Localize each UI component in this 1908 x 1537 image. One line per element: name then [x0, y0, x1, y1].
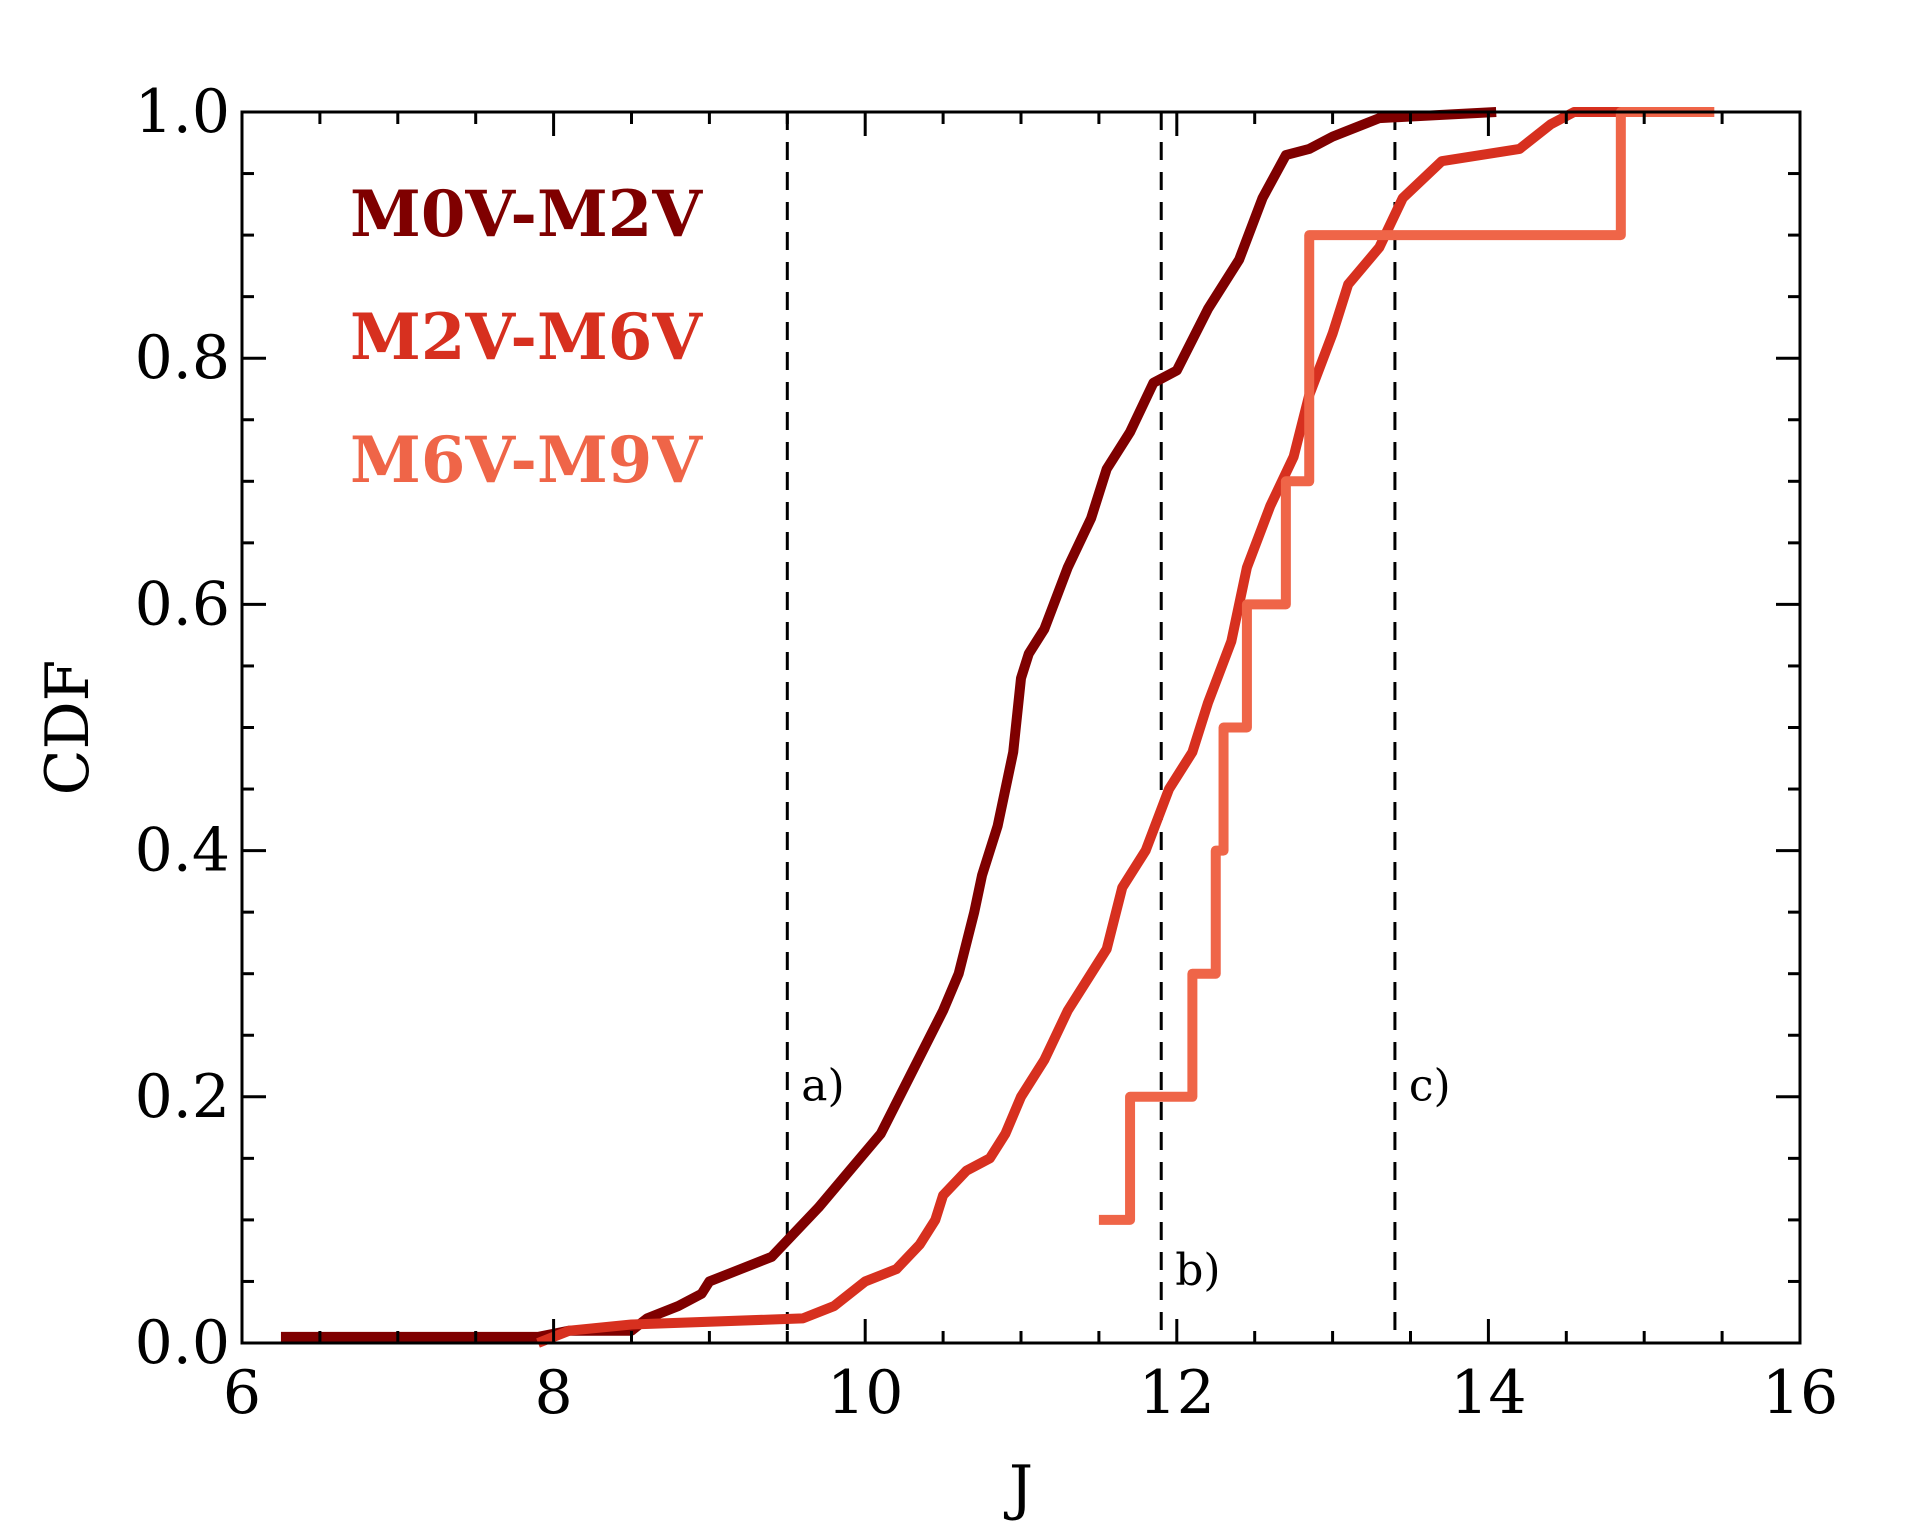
- series-lines: [280, 107, 1715, 1348]
- reference-line-label: a): [801, 1060, 844, 1111]
- axis-ticks: [240, 110, 1802, 1345]
- y-tick-label: 0.4: [135, 816, 230, 886]
- tick-labels: 6 8 10 12 14 16 0.0 0.2 0.4 0.6 0.8 1.0: [135, 77, 1839, 1428]
- reference-line-label: b): [1175, 1245, 1220, 1296]
- x-tick-label: 14: [1450, 1358, 1526, 1428]
- y-tick-label: 0.8: [135, 323, 230, 393]
- y-tick-label: 0.0: [135, 1308, 230, 1378]
- x-axis-label: J: [1003, 1453, 1033, 1523]
- y-tick-label: 0.6: [135, 569, 230, 639]
- legend-entry: M0V-M2V: [350, 177, 703, 252]
- plot-frame: [240, 110, 1802, 1345]
- reference-lines: a) b) c): [785, 112, 1451, 1343]
- legend-entry: M2V-M6V: [350, 300, 703, 375]
- series-line-2: [536, 107, 1684, 1348]
- x-tick-label: 16: [1762, 1358, 1838, 1428]
- x-tick-label: 12: [1139, 1358, 1215, 1428]
- series-line-1: [280, 107, 1497, 1342]
- x-tick-label: 8: [535, 1358, 573, 1428]
- reference-line-label: c): [1409, 1060, 1451, 1111]
- y-tick-label: 1.0: [135, 77, 230, 147]
- y-axis-label: CDF: [33, 660, 103, 796]
- x-tick-label: 10: [827, 1358, 903, 1428]
- y-tick-label: 0.2: [135, 1062, 230, 1132]
- legend-entry: M6V-M9V: [350, 423, 703, 498]
- x-tick-label: 6: [223, 1358, 261, 1428]
- series-line-3: [1098, 107, 1715, 1225]
- legend: M0V-M2V M2V-M6V M6V-M9V: [350, 177, 703, 498]
